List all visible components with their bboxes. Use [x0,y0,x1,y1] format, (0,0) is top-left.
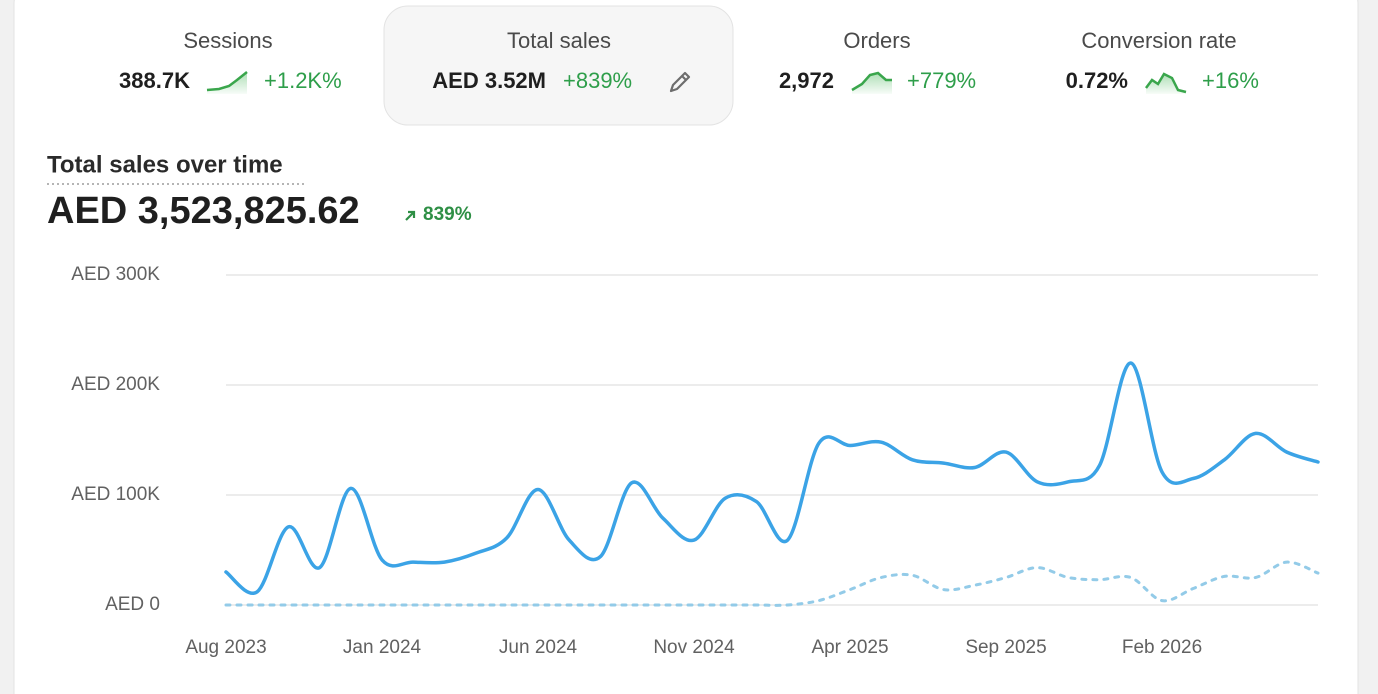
x-tick-label: Nov 2024 [653,637,735,658]
sparkline [1145,72,1187,94]
edit-icon[interactable] [669,71,691,93]
up-arrow [405,210,416,221]
y-tick-label: AED 200K [71,374,160,395]
metric-label[interactable]: Orders [843,28,910,53]
metric-label[interactable]: Sessions [183,28,272,53]
metric-value: 0.72% [1066,68,1128,93]
sparkline [851,71,892,94]
x-tick-label: Feb 2026 [1122,637,1202,658]
y-tick-label: AED 0 [105,594,160,615]
selected-metric[interactable] [383,5,734,126]
metric-change: +839% [563,68,632,93]
card [13,0,1359,694]
x-tick-label: Apr 2025 [811,637,888,658]
metric-label[interactable]: Total sales [507,28,611,53]
metric-value: 2,972 [779,68,834,93]
y-tick-label: AED 300K [71,264,160,285]
metric-value: AED 3.52M [432,68,546,93]
x-tick-label: Sep 2025 [965,637,1046,658]
x-tick-label: Jun 2024 [499,637,578,658]
metric-change: +779% [907,68,976,93]
y-tick-label: AED 100K [71,484,160,505]
sparkline [206,71,248,94]
chart-title[interactable]: Total sales over time [47,151,283,178]
chart-change: 839% [423,204,472,225]
x-tick-label: Jan 2024 [343,637,422,658]
metric-value: 388.7K [119,68,190,93]
chart-total: AED 3,523,825.62 [47,190,360,232]
metric-label[interactable]: Conversion rate [1081,28,1236,53]
metric-change: +1.2K% [264,68,342,93]
metric-change: +16% [1202,68,1259,93]
series-line [224,361,1320,595]
x-tick-label: Aug 2023 [185,637,266,658]
